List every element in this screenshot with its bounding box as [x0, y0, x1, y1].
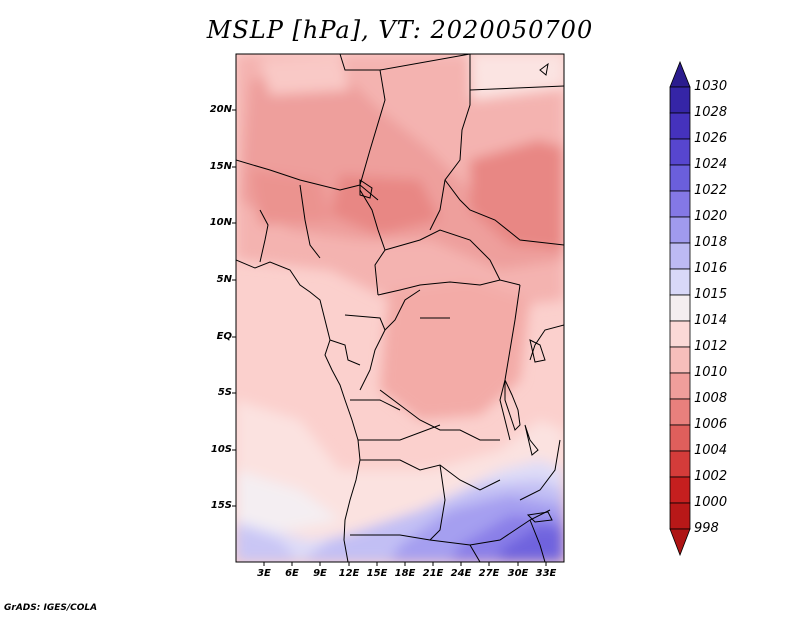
colorbar-swatch	[669, 242, 691, 270]
colorbar-swatch	[669, 450, 691, 478]
colorbar-swatch	[669, 372, 691, 400]
lat-label: 15N	[209, 161, 232, 172]
lon-label: 30E	[507, 568, 529, 579]
colorbar-label: 1015	[694, 287, 728, 302]
colorbar-label: 1020	[694, 209, 728, 224]
lat-label: 5S	[217, 387, 232, 398]
colorbar-swatch	[669, 216, 691, 244]
lat-label: 20N	[209, 104, 232, 115]
colorbar	[669, 60, 691, 557]
colorbar-label: 1004	[694, 443, 728, 458]
colorbar-swatch	[669, 190, 691, 218]
colorbar-label: 1000	[694, 495, 728, 510]
colorbar-label: 1010	[694, 365, 728, 380]
axis-ticks	[232, 109, 547, 566]
lon-label: 33E	[535, 568, 557, 579]
lon-label: 15E	[366, 568, 388, 579]
map-frame	[235, 53, 565, 563]
colorbar-swatch	[669, 294, 691, 322]
map-title: MSLP [hPa], VT: 2020050700	[206, 16, 594, 44]
colorbar-swatch	[669, 320, 691, 348]
lat-label: 10S	[210, 444, 232, 455]
colorbar-label: 1012	[694, 339, 728, 354]
colorbar-label: 1002	[694, 469, 728, 484]
colorbar-label: 1016	[694, 261, 728, 276]
colorbar-bottom-arrow	[669, 528, 691, 557]
colorbar-swatch	[669, 86, 691, 114]
lat-label: 10N	[209, 217, 232, 228]
colorbar-label: 1030	[694, 79, 728, 94]
colorbar-swatch	[669, 502, 691, 530]
colorbar-label: 1008	[694, 391, 728, 406]
lon-label: 24E	[450, 568, 472, 579]
pressure-field	[236, 54, 564, 562]
colorbar-label: 1014	[694, 313, 728, 328]
colorbar-label: 1022	[694, 183, 728, 198]
colorbar-label: 998	[694, 521, 719, 536]
lon-label: 27E	[478, 568, 500, 579]
colorbar-label: 1006	[694, 417, 728, 432]
lat-label: 5N	[216, 274, 232, 285]
colorbar-label: 1018	[694, 235, 728, 250]
colorbar-top-arrow	[669, 60, 691, 88]
lon-label: 3E	[257, 568, 271, 579]
colorbar-swatch	[669, 476, 691, 504]
lon-label: 21E	[422, 568, 444, 579]
lat-label: 15S	[210, 500, 232, 511]
lon-label: 18E	[394, 568, 416, 579]
colorbar-swatch	[669, 398, 691, 426]
colorbar-swatch	[669, 112, 691, 140]
colorbar-label: 1026	[694, 131, 728, 146]
colorbar-swatch	[669, 164, 691, 192]
lon-label: 6E	[285, 568, 299, 579]
footer-credit: GrADS: IGES/COLA	[4, 603, 98, 613]
lat-label: EQ	[216, 331, 232, 342]
colorbar-swatch	[669, 346, 691, 374]
colorbar-swatch	[669, 424, 691, 452]
lon-label: 9E	[313, 568, 327, 579]
colorbar-label: 1024	[694, 157, 728, 172]
lon-label: 12E	[338, 568, 360, 579]
colorbar-swatch	[669, 268, 691, 296]
country-borders	[236, 54, 564, 562]
colorbar-swatch	[669, 138, 691, 166]
colorbar-label: 1028	[694, 105, 728, 120]
